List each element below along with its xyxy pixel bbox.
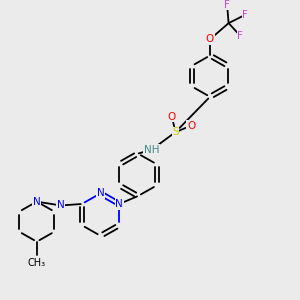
Text: N: N <box>115 199 123 209</box>
Text: F: F <box>224 0 230 10</box>
Text: O: O <box>206 34 214 44</box>
Text: NH: NH <box>144 145 159 155</box>
Text: S: S <box>172 127 179 137</box>
Text: N: N <box>97 188 104 198</box>
Text: F: F <box>242 10 248 20</box>
Text: N: N <box>57 200 65 211</box>
Text: F: F <box>237 31 243 40</box>
Text: N: N <box>33 196 41 207</box>
Text: O: O <box>187 121 195 130</box>
Text: CH₃: CH₃ <box>28 259 46 269</box>
Text: O: O <box>168 112 176 122</box>
